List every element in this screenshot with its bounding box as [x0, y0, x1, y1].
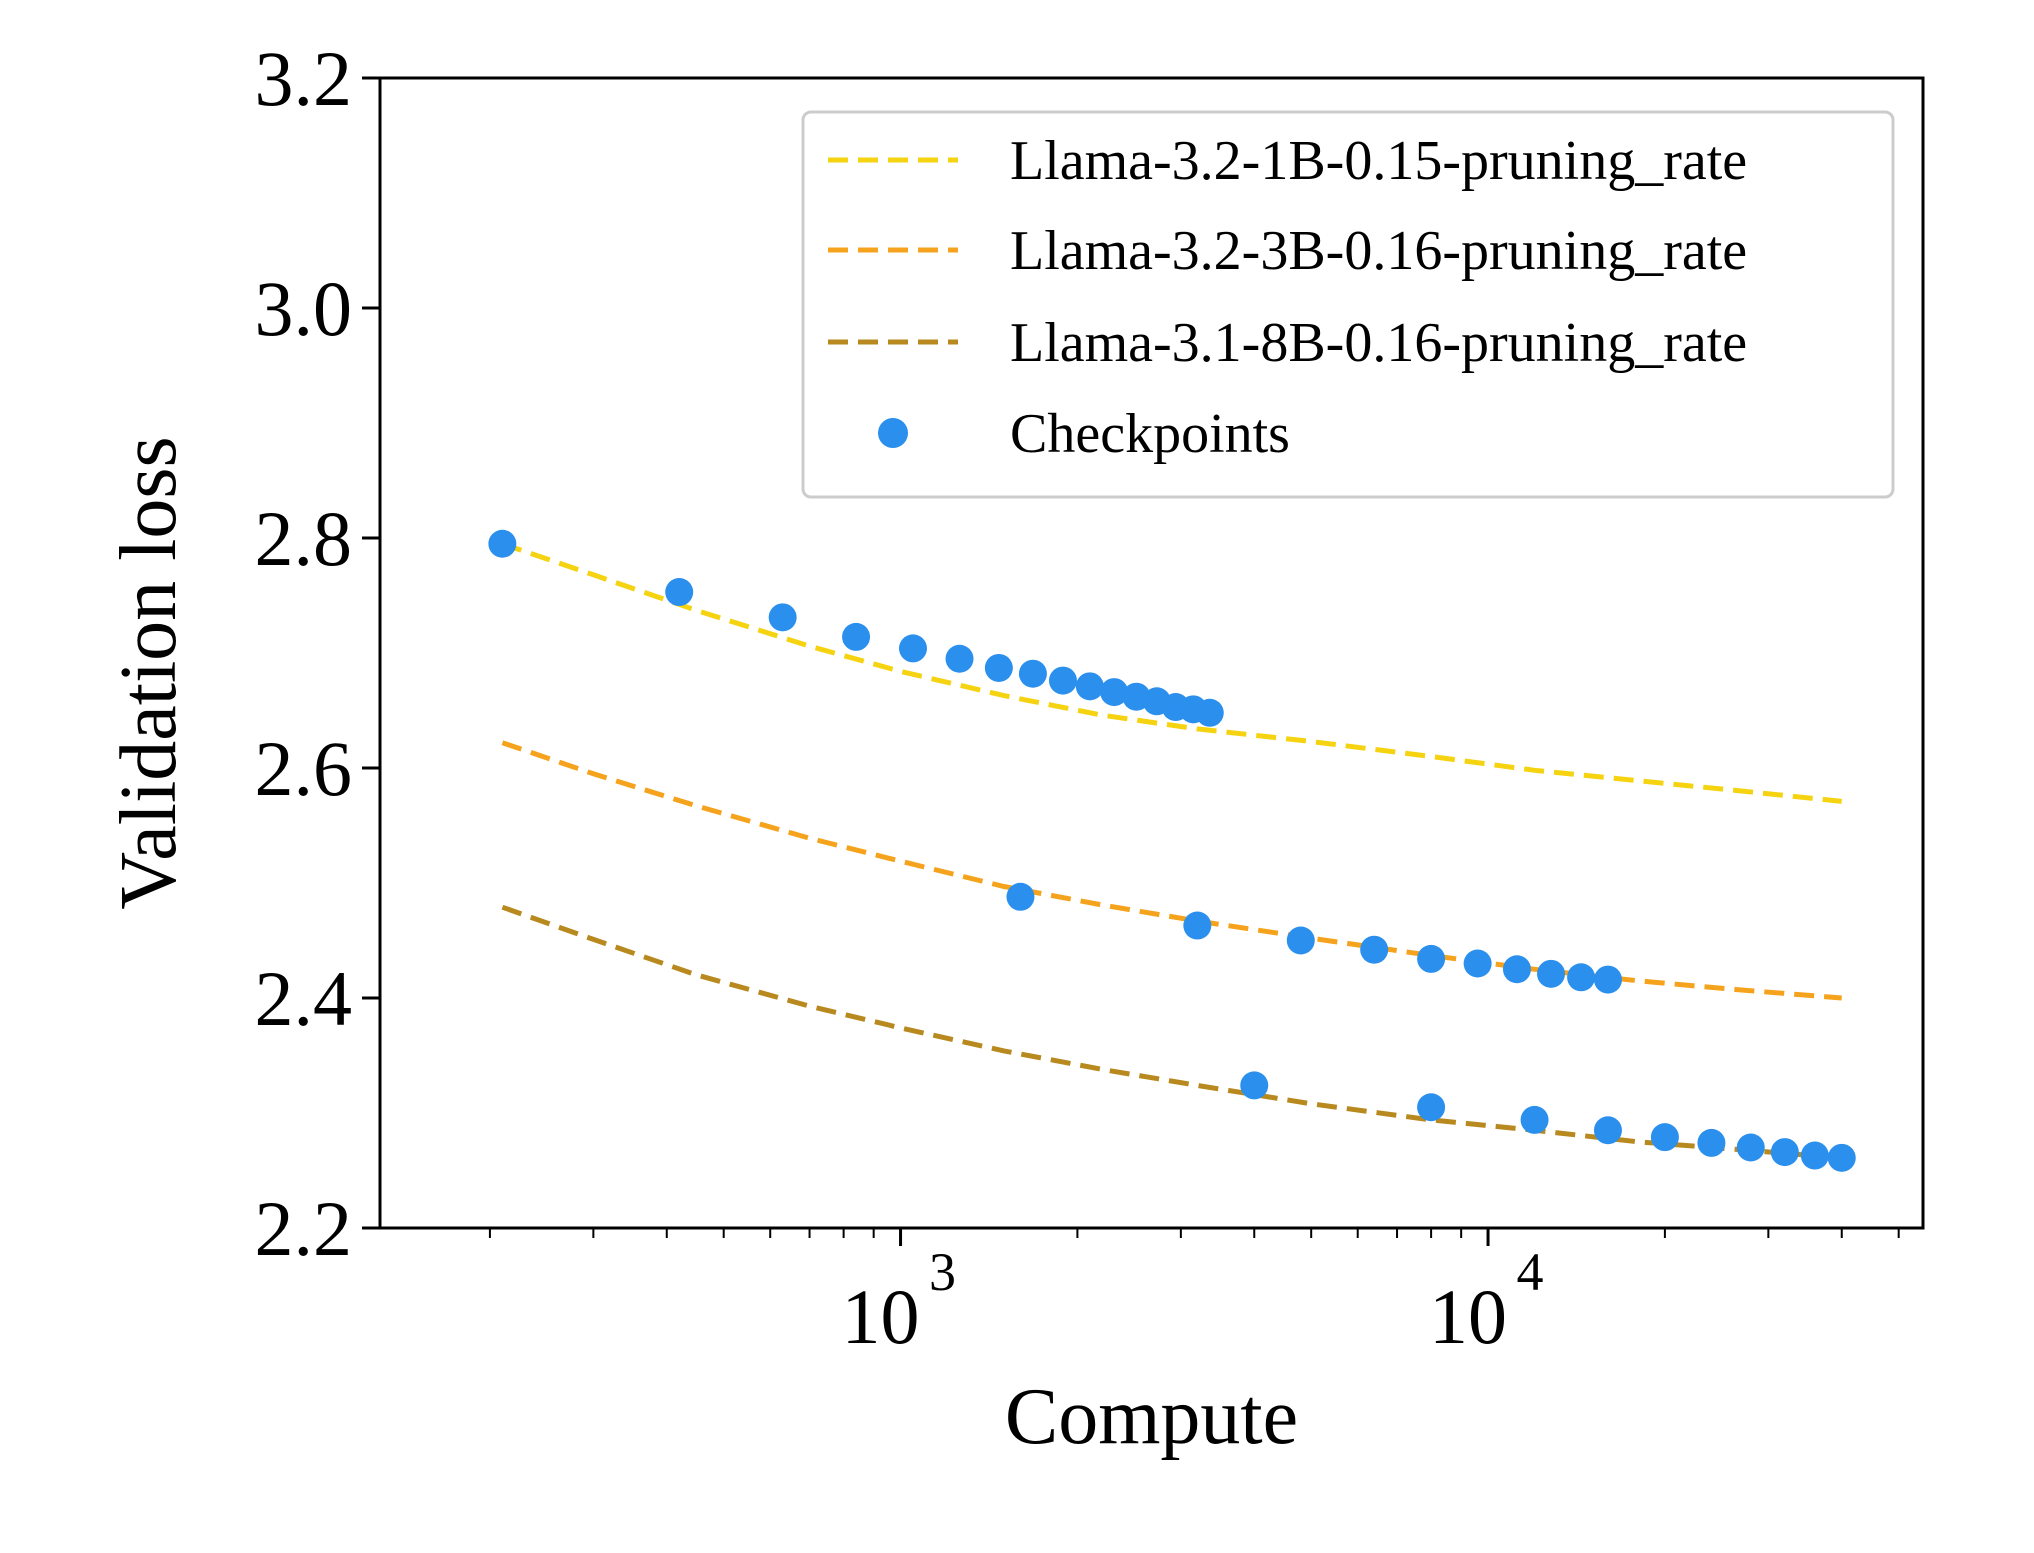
- checkpoint-point: [842, 622, 871, 651]
- checkpoint-point: [1018, 659, 1047, 688]
- checkpoint-point: [1048, 666, 1077, 695]
- y-tick-label: 2.6: [255, 725, 353, 812]
- checkpoint-point: [1286, 926, 1315, 955]
- checkpoint-point: [1463, 949, 1492, 978]
- x-tick-label-exponent: 3: [929, 1242, 956, 1302]
- checkpoint-point: [984, 653, 1013, 682]
- y-tick-label: 2.4: [255, 955, 353, 1042]
- checkpoint-point: [1650, 1123, 1679, 1152]
- y-tick-label: 3.0: [255, 265, 353, 352]
- checkpoint-point: [1075, 672, 1104, 701]
- checkpoint-point: [1800, 1141, 1829, 1170]
- x-tick-label: 10: [842, 1273, 920, 1360]
- legend-box: [801, 110, 1895, 499]
- y-axis-label: Validation loss: [105, 436, 193, 909]
- checkpoint-point: [1537, 959, 1566, 988]
- checkpoint-point: [1006, 882, 1035, 911]
- legend: Llama-3.2-1B-0.15-pruning_rate Llama-3.2…: [801, 110, 1895, 499]
- checkpoint-point: [898, 634, 927, 663]
- checkpoint-point: [1100, 678, 1129, 707]
- checkpoint-point: [1520, 1105, 1549, 1134]
- y-tick-label: 3.2: [255, 35, 353, 122]
- checkpoint-point: [1567, 963, 1596, 992]
- legend-label-1b: Llama-3.2-1B-0.15-pruning_rate: [1010, 130, 1747, 192]
- checkpoint-point: [1417, 944, 1446, 973]
- legend-label-3b: Llama-3.2-3B-0.16-pruning_rate: [1010, 220, 1747, 282]
- checkpoint-point: [1736, 1133, 1765, 1162]
- x-axis-label: Compute: [1005, 1373, 1298, 1461]
- checkpoint-point: [665, 578, 694, 607]
- plot-frame: [378, 76, 1925, 1230]
- legend-handle-checkpoints: [878, 418, 908, 448]
- checkpoint-point: [1770, 1138, 1799, 1167]
- legend-label-8b: Llama-3.1-8B-0.16-pruning_rate: [1010, 312, 1747, 374]
- checkpoint-point: [1195, 698, 1224, 727]
- fit-line-2: [501, 904, 1842, 1161]
- checkpoint-point: [1827, 1143, 1856, 1172]
- checkpoint-point: [1502, 955, 1531, 984]
- x-tick-label-exponent: 4: [1517, 1242, 1544, 1302]
- checkpoint-point: [768, 603, 797, 632]
- checkpoint-point: [1697, 1128, 1726, 1157]
- checkpoint-point: [1183, 911, 1212, 940]
- checkpoint-point: [1593, 965, 1622, 994]
- x-tick-label: 10: [1429, 1273, 1507, 1360]
- y-tick-label: 2.2: [255, 1185, 353, 1272]
- legend-label-checkpoints: Checkpoints: [1010, 403, 1290, 465]
- checkpoint-point: [1360, 935, 1389, 964]
- y-tick-label: 2.8: [255, 495, 353, 582]
- checkpoint-point: [1417, 1093, 1446, 1122]
- fit-line-0: [501, 541, 1842, 804]
- checkpoint-point: [1593, 1116, 1622, 1145]
- checkpoint-points: [488, 529, 1856, 1172]
- checkpoint-point: [1240, 1071, 1269, 1100]
- checkpoint-point: [945, 644, 974, 673]
- checkpoint-point: [488, 529, 517, 558]
